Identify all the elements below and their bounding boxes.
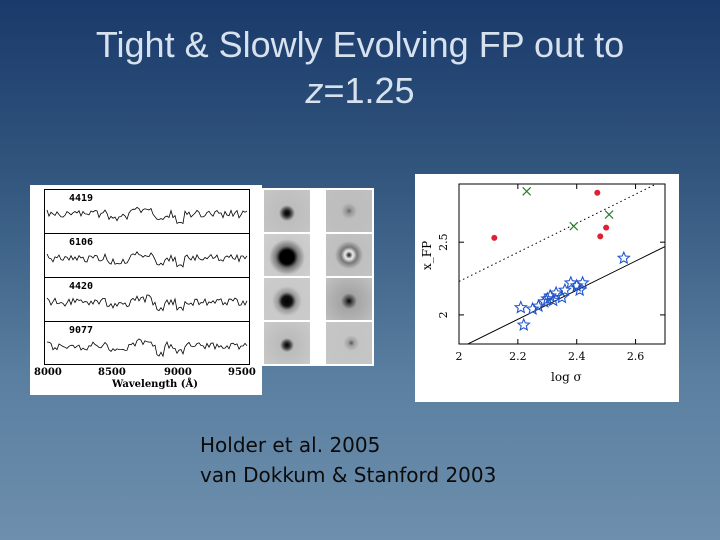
dot-point — [594, 189, 601, 196]
title-line-2: z=1.25 — [0, 68, 720, 114]
spectra-frame: 4419 6106 4420 9077 — [44, 189, 250, 365]
star-point — [575, 275, 590, 289]
x-point — [569, 221, 579, 231]
spectra-x-tick: 8000 — [34, 367, 62, 378]
spectrum-trace — [46, 206, 248, 225]
title-redshift-value: =1.25 — [323, 70, 415, 111]
spectrum-id: 6106 — [69, 237, 94, 248]
x-point-stroke — [569, 221, 579, 231]
spectrum-trace — [46, 338, 248, 358]
y-tick-label: 2 — [437, 311, 450, 318]
residual-image — [326, 190, 372, 232]
spectra-x-tick: 9000 — [164, 367, 192, 378]
fp-plot-svg: 2 2.2 2.4 2.6 2 2.5 log σ x_FP — [420, 183, 666, 384]
x-point — [604, 210, 614, 219]
dot-point — [597, 233, 604, 240]
fit-line-dotted — [459, 184, 658, 282]
spectrum-trace — [46, 251, 248, 268]
x-point-stroke — [604, 210, 614, 219]
galaxy-image — [264, 278, 310, 320]
fit-line-solid — [466, 246, 665, 344]
spectrum-id: 9077 — [69, 325, 94, 336]
galaxy-images — [262, 188, 374, 366]
y-axis-label: x_FP — [420, 241, 434, 270]
spectra-figure: 4419 6106 4420 9077 8000 8500 9000 9500 … — [30, 185, 262, 395]
x-point-stroke — [522, 186, 532, 196]
star-point — [572, 282, 587, 297]
x-tick-label: 2.6 — [627, 350, 645, 363]
spectrum-row: 4420 — [45, 278, 249, 322]
spectrum-trace — [46, 294, 248, 312]
star-point — [554, 290, 570, 304]
citation: Holder et al. 2005 van Dokkum & Stanford… — [200, 430, 496, 490]
star-point — [616, 250, 631, 265]
star-point — [557, 282, 572, 297]
spectra-x-tick: 8500 — [98, 367, 126, 378]
fp-scatter-plot: 2 2.2 2.4 2.6 2 2.5 log σ x_FP — [415, 174, 679, 402]
plot-frame — [458, 183, 666, 345]
title-line-1: Tight & Slowly Evolving FP out to — [95, 24, 625, 65]
dot-point — [603, 224, 610, 231]
star-point — [525, 301, 540, 316]
residual-image — [326, 234, 372, 276]
star-point — [513, 300, 528, 314]
x-tick-label: 2 — [456, 350, 463, 363]
spectra-x-tick: 9500 — [228, 367, 256, 378]
residual-image — [326, 322, 372, 364]
star-point — [546, 292, 561, 307]
galaxy-image — [264, 190, 310, 232]
residual-image — [326, 278, 372, 320]
citation-line-1: Holder et al. 2005 — [200, 433, 381, 457]
dot-point — [491, 234, 498, 241]
galaxy-image — [264, 322, 310, 364]
star-point — [516, 317, 531, 332]
spectrum-row: 9077 — [45, 322, 249, 366]
x-tick-label: 2.4 — [568, 350, 586, 363]
spectrum-row: 6106 — [45, 234, 249, 278]
star-point — [531, 298, 546, 313]
galaxy-image — [264, 234, 310, 276]
star-point — [563, 275, 578, 289]
title-redshift-var: z — [305, 70, 324, 111]
y-tick-label: 2.5 — [437, 233, 450, 251]
spectrum-id: 4419 — [69, 193, 94, 204]
x-point — [522, 186, 532, 196]
x-tick-label: 2.2 — [509, 350, 526, 363]
spectrum-row: 4419 — [45, 190, 249, 234]
x-axis-label: log σ — [551, 370, 582, 384]
spectrum-id: 4420 — [69, 281, 94, 292]
slide-title: Tight & Slowly Evolving FP out to z=1.25 — [0, 22, 720, 114]
citation-line-2: van Dokkum & Stanford 2003 — [200, 463, 497, 487]
spectra-x-label: Wavelength (Å) — [112, 379, 199, 390]
